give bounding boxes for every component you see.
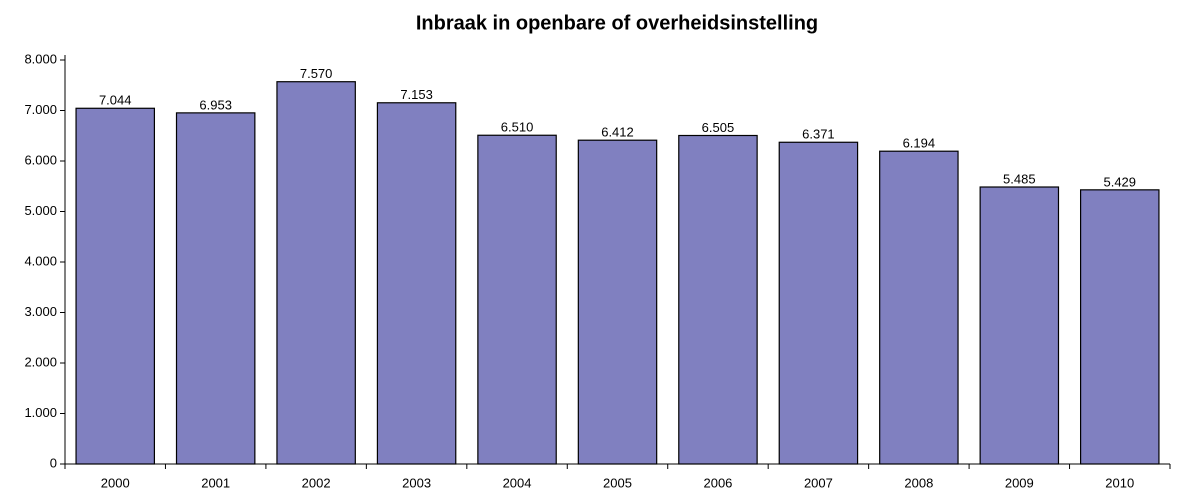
- y-tick-label: 3.000: [24, 304, 57, 319]
- y-tick-label: 4.000: [24, 253, 57, 268]
- chart-title: Inbraak in openbare of overheidsinstelli…: [416, 12, 818, 34]
- bar: [477, 134, 557, 465]
- value-label: 7.044: [99, 93, 132, 108]
- x-tick-label: 2004: [503, 475, 532, 490]
- bar: [879, 150, 959, 465]
- y-tick-label: 5.000: [24, 203, 57, 218]
- y-tick-label: 6.000: [24, 152, 57, 167]
- y-tick-label: 8.000: [24, 51, 57, 66]
- value-label: 6.194: [903, 136, 936, 151]
- x-tick-label: 2006: [703, 475, 732, 490]
- x-tick-label: 2003: [402, 475, 431, 490]
- value-label: 6.505: [702, 120, 735, 135]
- bar: [979, 186, 1060, 465]
- value-label: 7.153: [400, 87, 433, 102]
- x-tick-label: 2010: [1105, 475, 1134, 490]
- value-label: 5.485: [1003, 171, 1036, 186]
- x-tick-label: 2005: [603, 475, 632, 490]
- bar: [376, 102, 457, 465]
- value-label: 6.412: [601, 125, 634, 140]
- bar: [75, 107, 156, 465]
- x-tick-label: 2009: [1005, 475, 1034, 490]
- bar: [678, 134, 758, 465]
- bar: [276, 81, 356, 465]
- x-tick-label: 2008: [904, 475, 933, 490]
- x-tick-label: 2001: [201, 475, 230, 490]
- y-tick-label: 7.000: [24, 102, 57, 117]
- y-tick-label: 2.000: [24, 354, 57, 369]
- x-tick-label: 2007: [804, 475, 833, 490]
- value-label: 5.429: [1103, 174, 1136, 189]
- bar: [577, 139, 658, 465]
- x-tick-label: 2002: [302, 475, 331, 490]
- value-label: 6.953: [199, 97, 232, 112]
- x-tick-label: 2000: [101, 475, 130, 490]
- value-label: 7.570: [300, 66, 333, 81]
- bar: [778, 141, 859, 465]
- y-tick-label: 1.000: [24, 405, 57, 420]
- value-label: 6.371: [802, 127, 835, 142]
- y-tick-label: 0: [50, 455, 57, 470]
- value-label: 6.510: [501, 120, 534, 135]
- bar: [1079, 189, 1160, 465]
- bar: [175, 112, 256, 465]
